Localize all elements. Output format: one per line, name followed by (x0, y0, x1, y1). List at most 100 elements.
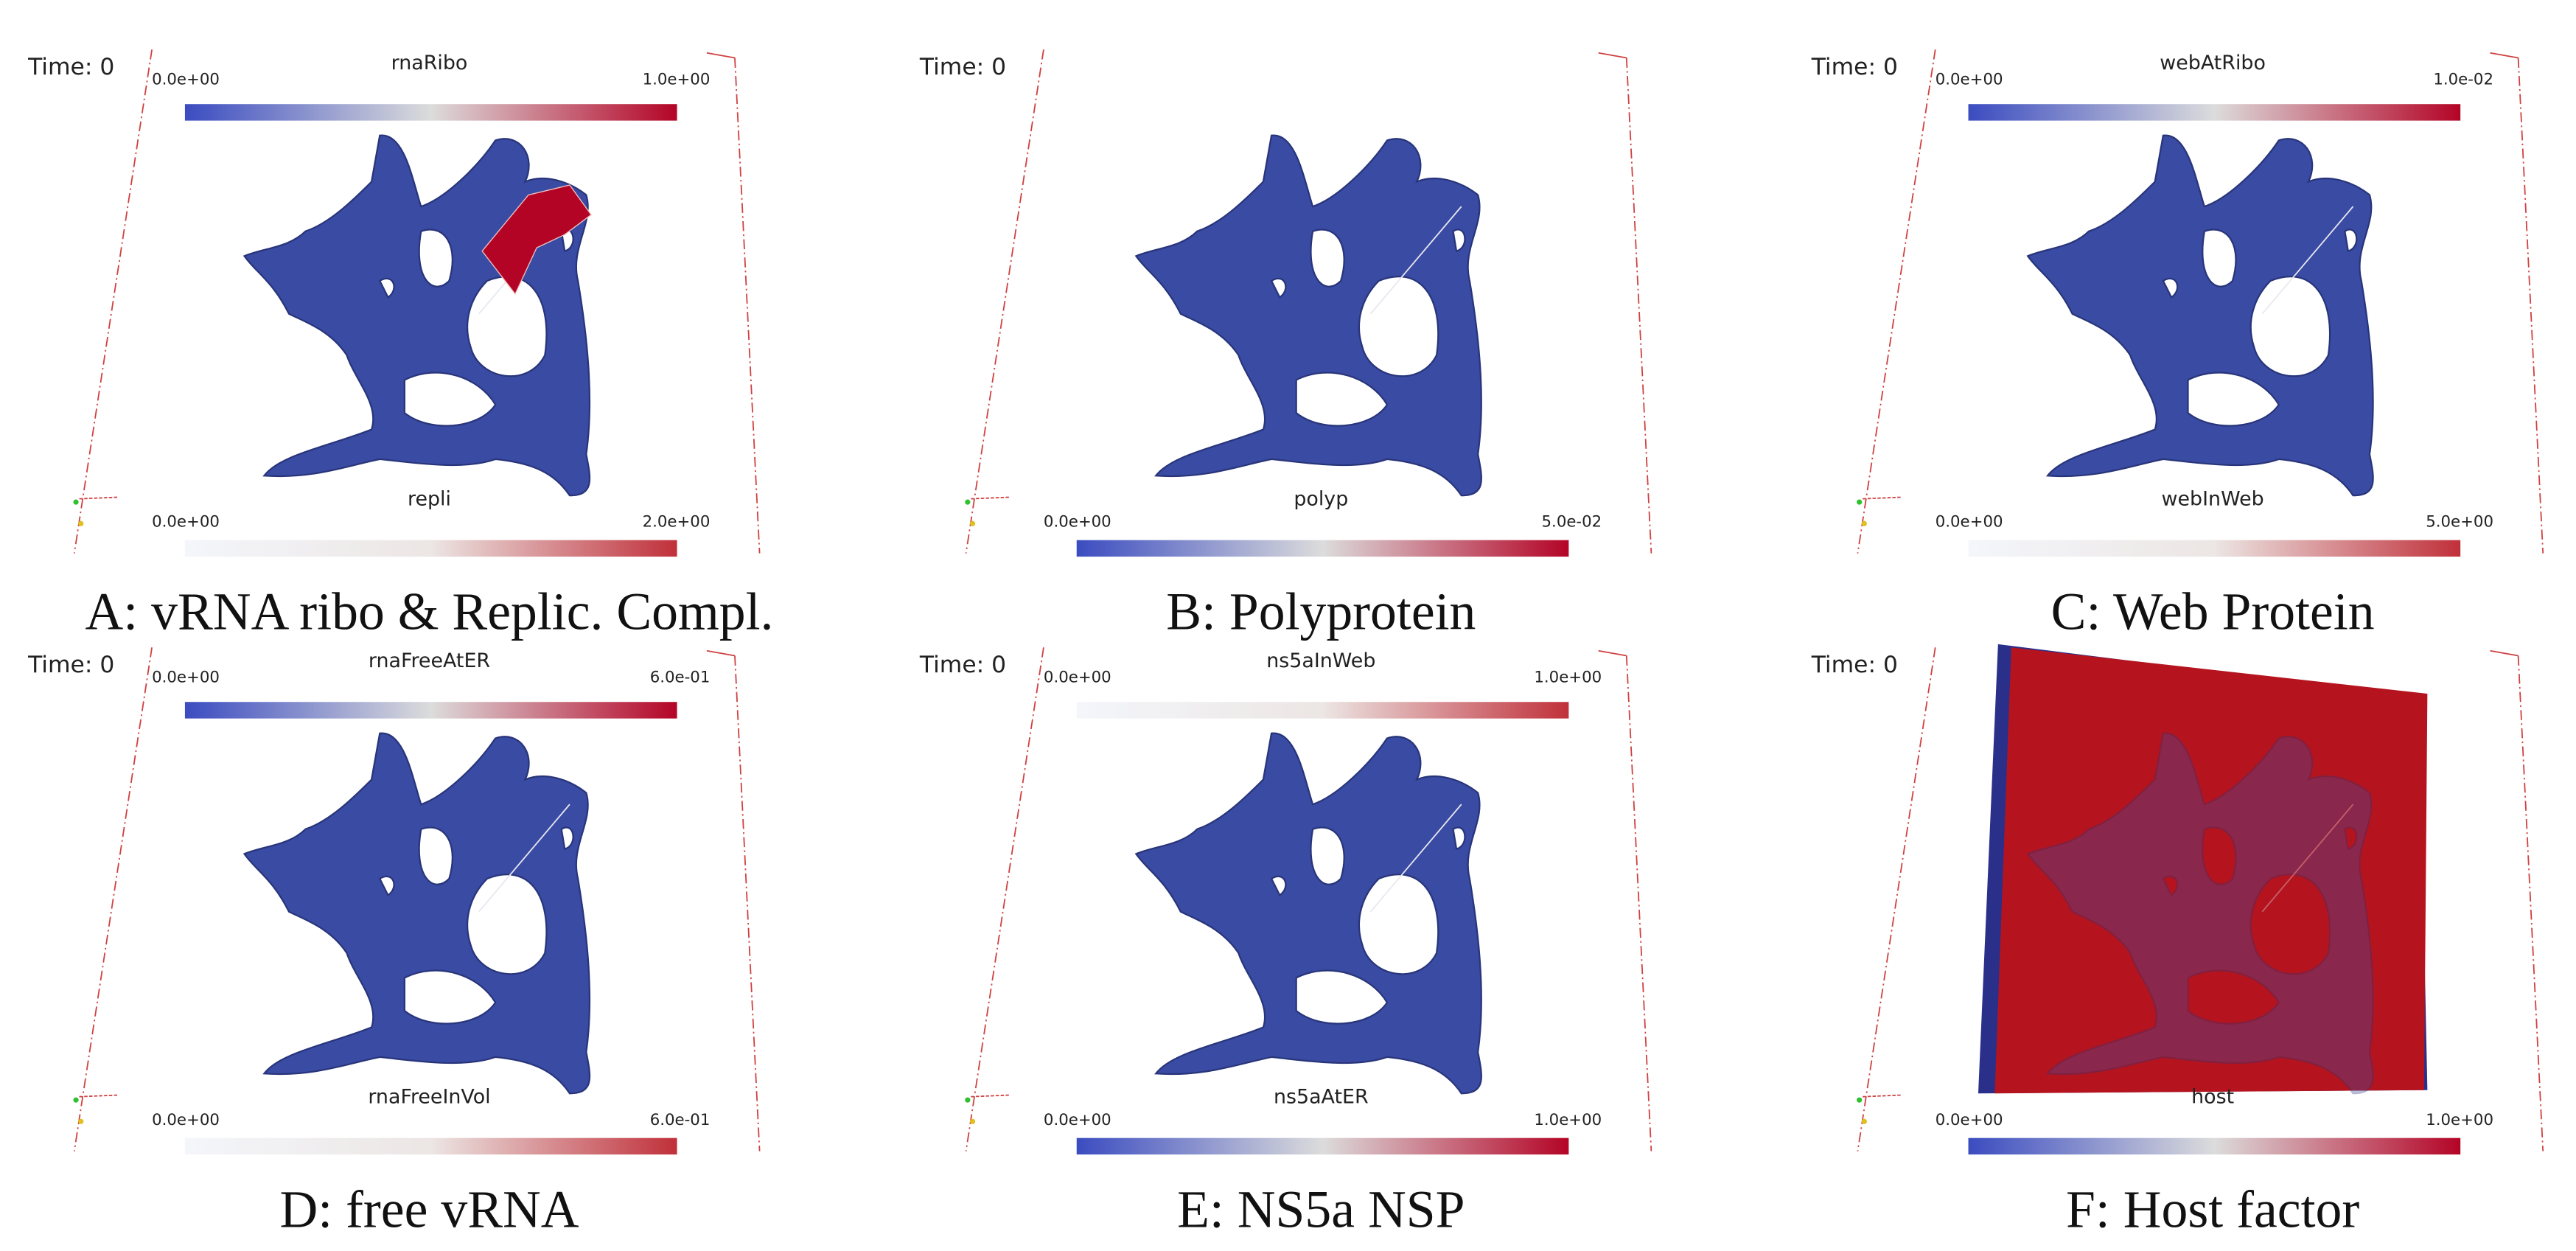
time-label: Time: 0 (919, 54, 1006, 80)
panel-caption: A: vRNA ribo & Replic. Compl. (85, 582, 774, 641)
er-network (1136, 136, 1481, 496)
colorbar-min: 0.0e+00 (1044, 668, 1111, 686)
colorbar-min: 0.0e+00 (1044, 513, 1111, 532)
panel: Time: 0 polyp 0.0e+00 5.0e-02 B: Polyprotein (919, 49, 1652, 641)
colorbar-max: 6.0e-01 (650, 668, 711, 686)
view-edge (1857, 647, 1936, 1151)
axis-triad (965, 1097, 971, 1103)
axis-triad (79, 496, 119, 500)
axis-triad (1861, 520, 1867, 526)
er-network (245, 733, 590, 1094)
view-edge (734, 58, 761, 554)
view-edge (706, 649, 736, 657)
panel: Time: 0 ns5aInWeb 0.0e+00 1.0e+00 ns5aAtER 0.… (919, 647, 1652, 1239)
colorbar-min: 0.0e+00 (1936, 70, 2003, 88)
view-edge (965, 647, 1044, 1151)
colorbar-min: 0.0e+00 (1936, 1111, 2003, 1129)
panel-caption: F: Host factor (2066, 1180, 2359, 1239)
axis-triad (965, 499, 971, 505)
colorbar (1076, 702, 1569, 719)
colorbar-title: webInWeb (2162, 488, 2264, 511)
panel: Time: 0 rnaFreeAtER 0.0e+00 6.0e-01 rnaFreeI… (27, 647, 761, 1239)
view-edge (1598, 52, 1627, 59)
axis-triad (1857, 1097, 1863, 1103)
er-network (1136, 733, 1481, 1094)
colorbar-min: 0.0e+00 (152, 668, 220, 686)
panel-caption: D: free vRNA (279, 1180, 579, 1239)
panel: Time: 0 rnaRibo 0.0e+00 1.0e+00 repli 0.0e+00… (27, 49, 773, 641)
axis-triad (970, 520, 976, 526)
time-label: Time: 0 (27, 54, 114, 80)
view-edge (1598, 649, 1627, 657)
view-edge (2490, 649, 2519, 657)
colorbar-title: rnaFreeInVol (368, 1086, 490, 1109)
colorbar-title: webAtRibo (2160, 52, 2266, 74)
colorbar (184, 104, 677, 121)
axis-triad (970, 1118, 976, 1124)
time-label: Time: 0 (1811, 652, 1898, 678)
colorbar-max: 1.0e-02 (2433, 70, 2493, 88)
colorbar-max: 1.0e+00 (2426, 1111, 2493, 1129)
axis-triad (1857, 499, 1863, 505)
colorbar (184, 540, 677, 557)
colorbar-max: 5.0e+00 (2426, 513, 2493, 532)
view-edge (73, 49, 153, 554)
panel-caption: E: NS5a NSP (1177, 1180, 1465, 1239)
er-network (2028, 136, 2373, 496)
view-edge (73, 647, 153, 1151)
colorbar-title: ns5aAtER (1274, 1086, 1369, 1109)
view-edge (706, 52, 736, 59)
view-edge (2517, 655, 2544, 1151)
colorbar-min: 0.0e+00 (152, 1111, 220, 1129)
axis-triad (73, 499, 79, 505)
colorbar-max: 6.0e-01 (650, 1111, 711, 1129)
colorbar (1076, 540, 1569, 557)
colorbar (184, 702, 677, 719)
colorbar-max: 1.0e+00 (1534, 668, 1602, 686)
colorbar-title: ns5aInWeb (1266, 649, 1375, 672)
axis-triad (1863, 1094, 1902, 1098)
view-edge (1857, 49, 1936, 554)
panel: Time: 0 webAtRibo 0.0e+00 1.0e-02 webInWeb 0.… (1811, 49, 2544, 641)
view-edge (1625, 655, 1652, 1151)
axis-triad (1863, 496, 1902, 500)
colorbar (184, 1137, 677, 1155)
colorbar-title: rnaRibo (391, 52, 468, 74)
colorbar-title: repli (408, 488, 451, 511)
axis-triad (78, 1118, 84, 1124)
highlight-region (481, 184, 592, 296)
colorbar-title: rnaFreeAtER (369, 649, 490, 672)
colorbar-max: 2.0e+00 (643, 513, 711, 532)
time-label: Time: 0 (1811, 54, 1898, 80)
colorbar (1968, 1137, 2461, 1155)
axis-triad (78, 520, 84, 526)
axis-triad (79, 1094, 119, 1098)
colorbar-min: 0.0e+00 (1044, 1111, 1111, 1129)
time-label: Time: 0 (919, 652, 1006, 678)
colorbar-min: 0.0e+00 (1936, 513, 2003, 532)
colorbar-title: polyp (1294, 488, 1348, 511)
colorbar (1076, 1137, 1569, 1155)
colorbar-min: 0.0e+00 (152, 70, 220, 88)
colorbar-title: host (2191, 1086, 2234, 1109)
colorbar-max: 1.0e+00 (1534, 1111, 1602, 1129)
view-edge (1625, 58, 1652, 554)
panel: Time: 0 host 0.0e+00 1.0e+00 F: Host factor (1811, 644, 2544, 1239)
view-edge (965, 49, 1044, 554)
panel-caption: B: Polyprotein (1166, 582, 1476, 641)
colorbar-min: 0.0e+00 (152, 513, 220, 532)
time-label: Time: 0 (27, 652, 114, 678)
axis-triad (971, 1094, 1011, 1098)
colorbar (1968, 540, 2461, 557)
colorbar-max: 1.0e+00 (643, 70, 711, 88)
axis-triad (1861, 1118, 1867, 1124)
axis-triad (73, 1097, 79, 1103)
panel-caption: C: Web Protein (2051, 582, 2375, 641)
colorbar-max: 5.0e-02 (1542, 513, 1602, 532)
view-edge (2490, 52, 2519, 59)
view-edge (734, 655, 761, 1151)
view-edge (2517, 58, 2544, 554)
colorbar (1968, 104, 2461, 121)
